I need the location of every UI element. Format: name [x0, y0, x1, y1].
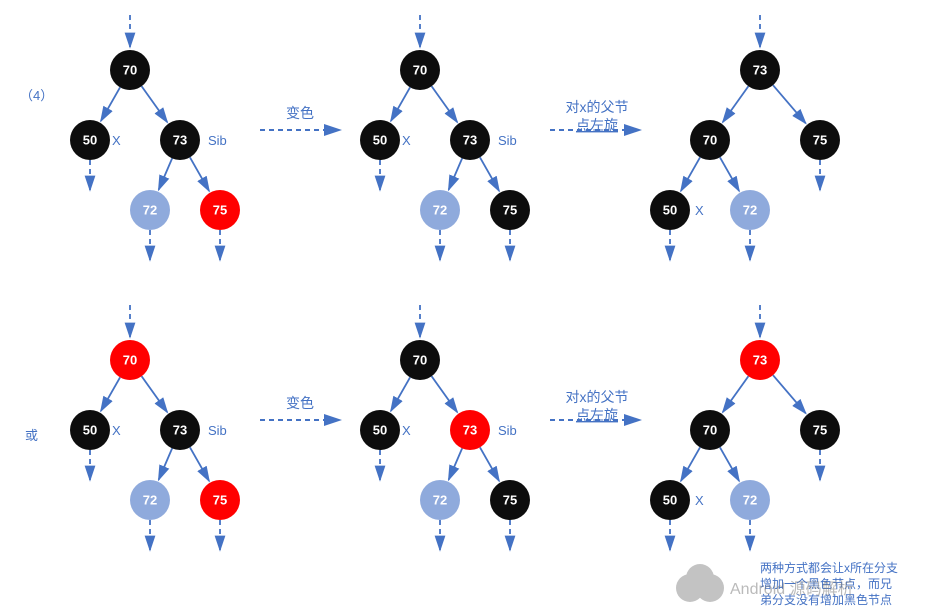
node-label: 73	[173, 423, 187, 438]
tree-edge	[190, 447, 209, 481]
tree-edge	[720, 447, 739, 481]
tree-edge	[480, 157, 499, 191]
node-label: 72	[743, 493, 757, 508]
watermark-text: Android 源码解析	[730, 580, 854, 598]
tree-edge	[101, 87, 120, 121]
node-label: 75	[813, 133, 827, 148]
or-label: 或	[25, 428, 38, 443]
tree-edge	[432, 376, 458, 412]
annot-x: X	[695, 493, 704, 508]
tree-edge	[142, 86, 168, 122]
node-label: 70	[703, 423, 717, 438]
node-label: 73	[173, 133, 187, 148]
tree-edge	[391, 87, 410, 121]
tree-t2c: 73 70 75 50 72 X	[650, 305, 840, 550]
annot-sib: Sib	[208, 423, 227, 438]
tree-edge	[720, 157, 739, 191]
annot-x: X	[112, 423, 121, 438]
tree-edge	[723, 376, 749, 412]
node-label: 70	[413, 353, 427, 368]
annot-sib: Sib	[208, 133, 227, 148]
node-label: 72	[143, 203, 157, 218]
tree-edge	[159, 158, 172, 189]
tree-edge	[723, 86, 749, 122]
tree-edge	[449, 448, 462, 479]
tree-t1a: 70 50 73 72 75 X Sib	[70, 15, 240, 260]
node-label: 70	[123, 63, 137, 78]
arrow-label-rotate: 点左旋	[576, 117, 618, 133]
node-label: 75	[213, 203, 227, 218]
arrow-label-rotate: 对x的父节	[566, 99, 629, 115]
annot-x: X	[112, 133, 121, 148]
tree-edge	[681, 447, 700, 481]
node-label: 50	[83, 133, 97, 148]
tree-edge	[773, 85, 806, 123]
tree-t2b: 70 50 73 72 75 X Sib	[360, 305, 530, 550]
footer-line: 两种方式都会让x所在分支	[760, 560, 898, 575]
node-label: 72	[143, 493, 157, 508]
tree-edge	[391, 377, 410, 411]
node-label: 73	[753, 353, 767, 368]
tree-edge	[681, 157, 700, 191]
arrow-label-rotate: 对x的父节	[566, 389, 629, 405]
node-label: 70	[703, 133, 717, 148]
node-label: 73	[753, 63, 767, 78]
tree-edge	[190, 157, 209, 191]
node-label: 50	[663, 203, 677, 218]
annot-x: X	[402, 133, 411, 148]
tree-edge	[101, 377, 120, 411]
tree-edge	[480, 447, 499, 481]
tree-t2a: 70 50 73 72 75 X Sib	[70, 305, 240, 550]
tree-t1b: 70 50 73 72 75 X Sib	[360, 15, 530, 260]
node-label: 72	[743, 203, 757, 218]
tree-edge	[773, 375, 806, 413]
node-label: 75	[813, 423, 827, 438]
node-label: 50	[83, 423, 97, 438]
diagram-canvas: 7050737275XSib7050737275XSib7370755072X7…	[0, 0, 937, 614]
node-label: 70	[413, 63, 427, 78]
arrow-label-recolor: 变色	[286, 395, 314, 411]
node-label: 72	[433, 493, 447, 508]
node-label: 50	[663, 493, 677, 508]
node-label: 70	[123, 353, 137, 368]
arrow-label-recolor: 变色	[286, 105, 314, 121]
arrow-label-rotate: 点左旋	[576, 407, 618, 423]
tree-edge	[449, 158, 462, 189]
annot-x: X	[402, 423, 411, 438]
node-label: 50	[373, 423, 387, 438]
node-label: 73	[463, 133, 477, 148]
tree-edge	[142, 376, 168, 412]
annot-sib: Sib	[498, 423, 517, 438]
annot-x: X	[695, 203, 704, 218]
annot-sib: Sib	[498, 133, 517, 148]
step-label: （4）	[20, 88, 53, 103]
tree-edge	[432, 86, 458, 122]
node-label: 75	[213, 493, 227, 508]
node-label: 75	[503, 203, 517, 218]
node-label: 75	[503, 493, 517, 508]
node-label: 72	[433, 203, 447, 218]
tree-edge	[159, 448, 172, 479]
node-label: 73	[463, 423, 477, 438]
node-label: 50	[373, 133, 387, 148]
tree-t1c: 73 70 75 50 72 X	[650, 15, 840, 260]
